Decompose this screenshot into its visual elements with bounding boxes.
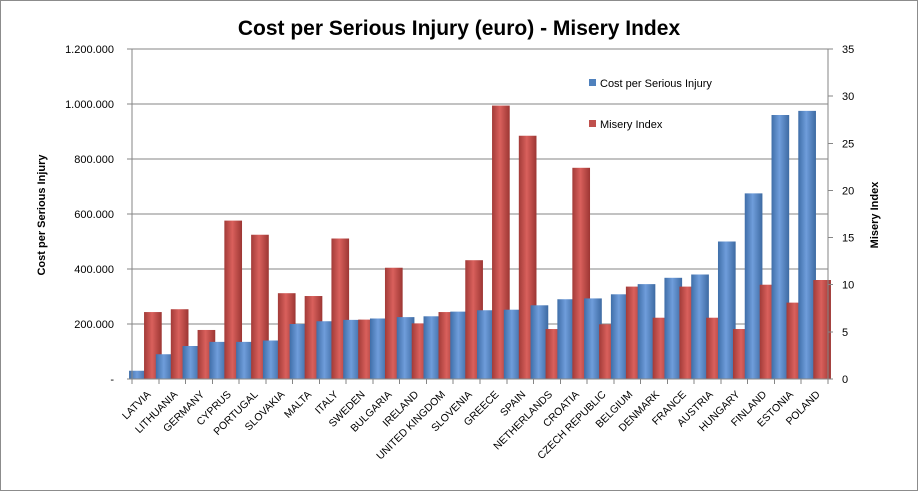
bar-cost-germany [182, 346, 201, 379]
legend-label-cost: Cost per Serious Injury [600, 78, 712, 90]
bar-cost-italy [316, 321, 335, 379]
y-tick-label: 400.000 [74, 264, 114, 276]
y-tick-label: 1.200.000 [65, 44, 114, 56]
y2-tick-label: 5 [842, 327, 848, 339]
bar-cost-united-kingdom [423, 316, 442, 379]
bar-cost-belgium [610, 294, 629, 379]
bar-cost-slovakia [262, 340, 281, 379]
legend-swatch-misery [589, 120, 596, 127]
bar-cost-denmark [637, 284, 656, 379]
x-tick-label: MALTA [282, 389, 314, 421]
bar-cost-spain [503, 309, 522, 379]
category-labels: LATVIALITHUANIAGERMANYCYPRUSPORTUGALSLOV… [120, 388, 823, 462]
tick-labels: - 200.000 400.000 600.000 800.000 1.000.000 1.… [65, 44, 854, 386]
chart-title: Cost per Serious Injury (euro) - Misery … [238, 17, 681, 40]
y2-tick-label: 0 [842, 374, 848, 386]
y2-tick-label: 30 [842, 91, 854, 103]
bar-cost-estonia [771, 115, 790, 379]
bar-cost-lithuania [155, 354, 174, 379]
bar-cost-france [664, 277, 683, 379]
bar-cost-malta [289, 324, 308, 379]
bar-cost-slovenia [450, 311, 468, 379]
y-axis-title: Cost per Serious Injury [36, 154, 48, 276]
y-tick-label: - [110, 374, 114, 386]
y2-tick-label: 20 [842, 185, 854, 197]
bar-cost-hungary [717, 241, 736, 379]
bar-cost-croatia [557, 299, 576, 379]
bar-cost-poland [798, 110, 816, 379]
y-tick-label: 1.000.000 [65, 99, 114, 111]
bar-cost-netherlands [530, 305, 549, 379]
axes [127, 48, 833, 384]
y2-tick-label: 25 [842, 138, 854, 150]
bars [129, 105, 831, 380]
bar-cost-cyprus [209, 341, 228, 379]
y2-tick-label: 35 [842, 44, 854, 56]
y2-tick-label: 10 [842, 280, 854, 292]
legend: Cost per Serious Injury Misery Index [589, 78, 712, 131]
bar-cost-sweden [343, 319, 361, 379]
bar-cost-portugal [236, 341, 254, 379]
y2-tick-label: 15 [842, 233, 854, 245]
bar-cost-bulgaria [369, 318, 388, 379]
bar-cost-ireland [396, 317, 415, 379]
bar-cost-czech-republic [584, 298, 602, 379]
legend-swatch-cost [589, 79, 596, 86]
bar-misery-poland [813, 280, 831, 379]
bar-cost-greece [477, 310, 495, 379]
y-tick-label: 600.000 [74, 209, 114, 221]
y-tick-label: 800.000 [74, 154, 114, 166]
bar-cost-finland [744, 193, 763, 379]
legend-label-misery: Misery Index [600, 119, 663, 131]
bar-misery-cyprus [224, 220, 243, 379]
y-tick-label: 200.000 [74, 319, 114, 331]
bar-cost-latvia [129, 370, 147, 379]
bar-cost-austria [691, 274, 709, 379]
y2-axis-title: Misery Index [869, 181, 881, 249]
